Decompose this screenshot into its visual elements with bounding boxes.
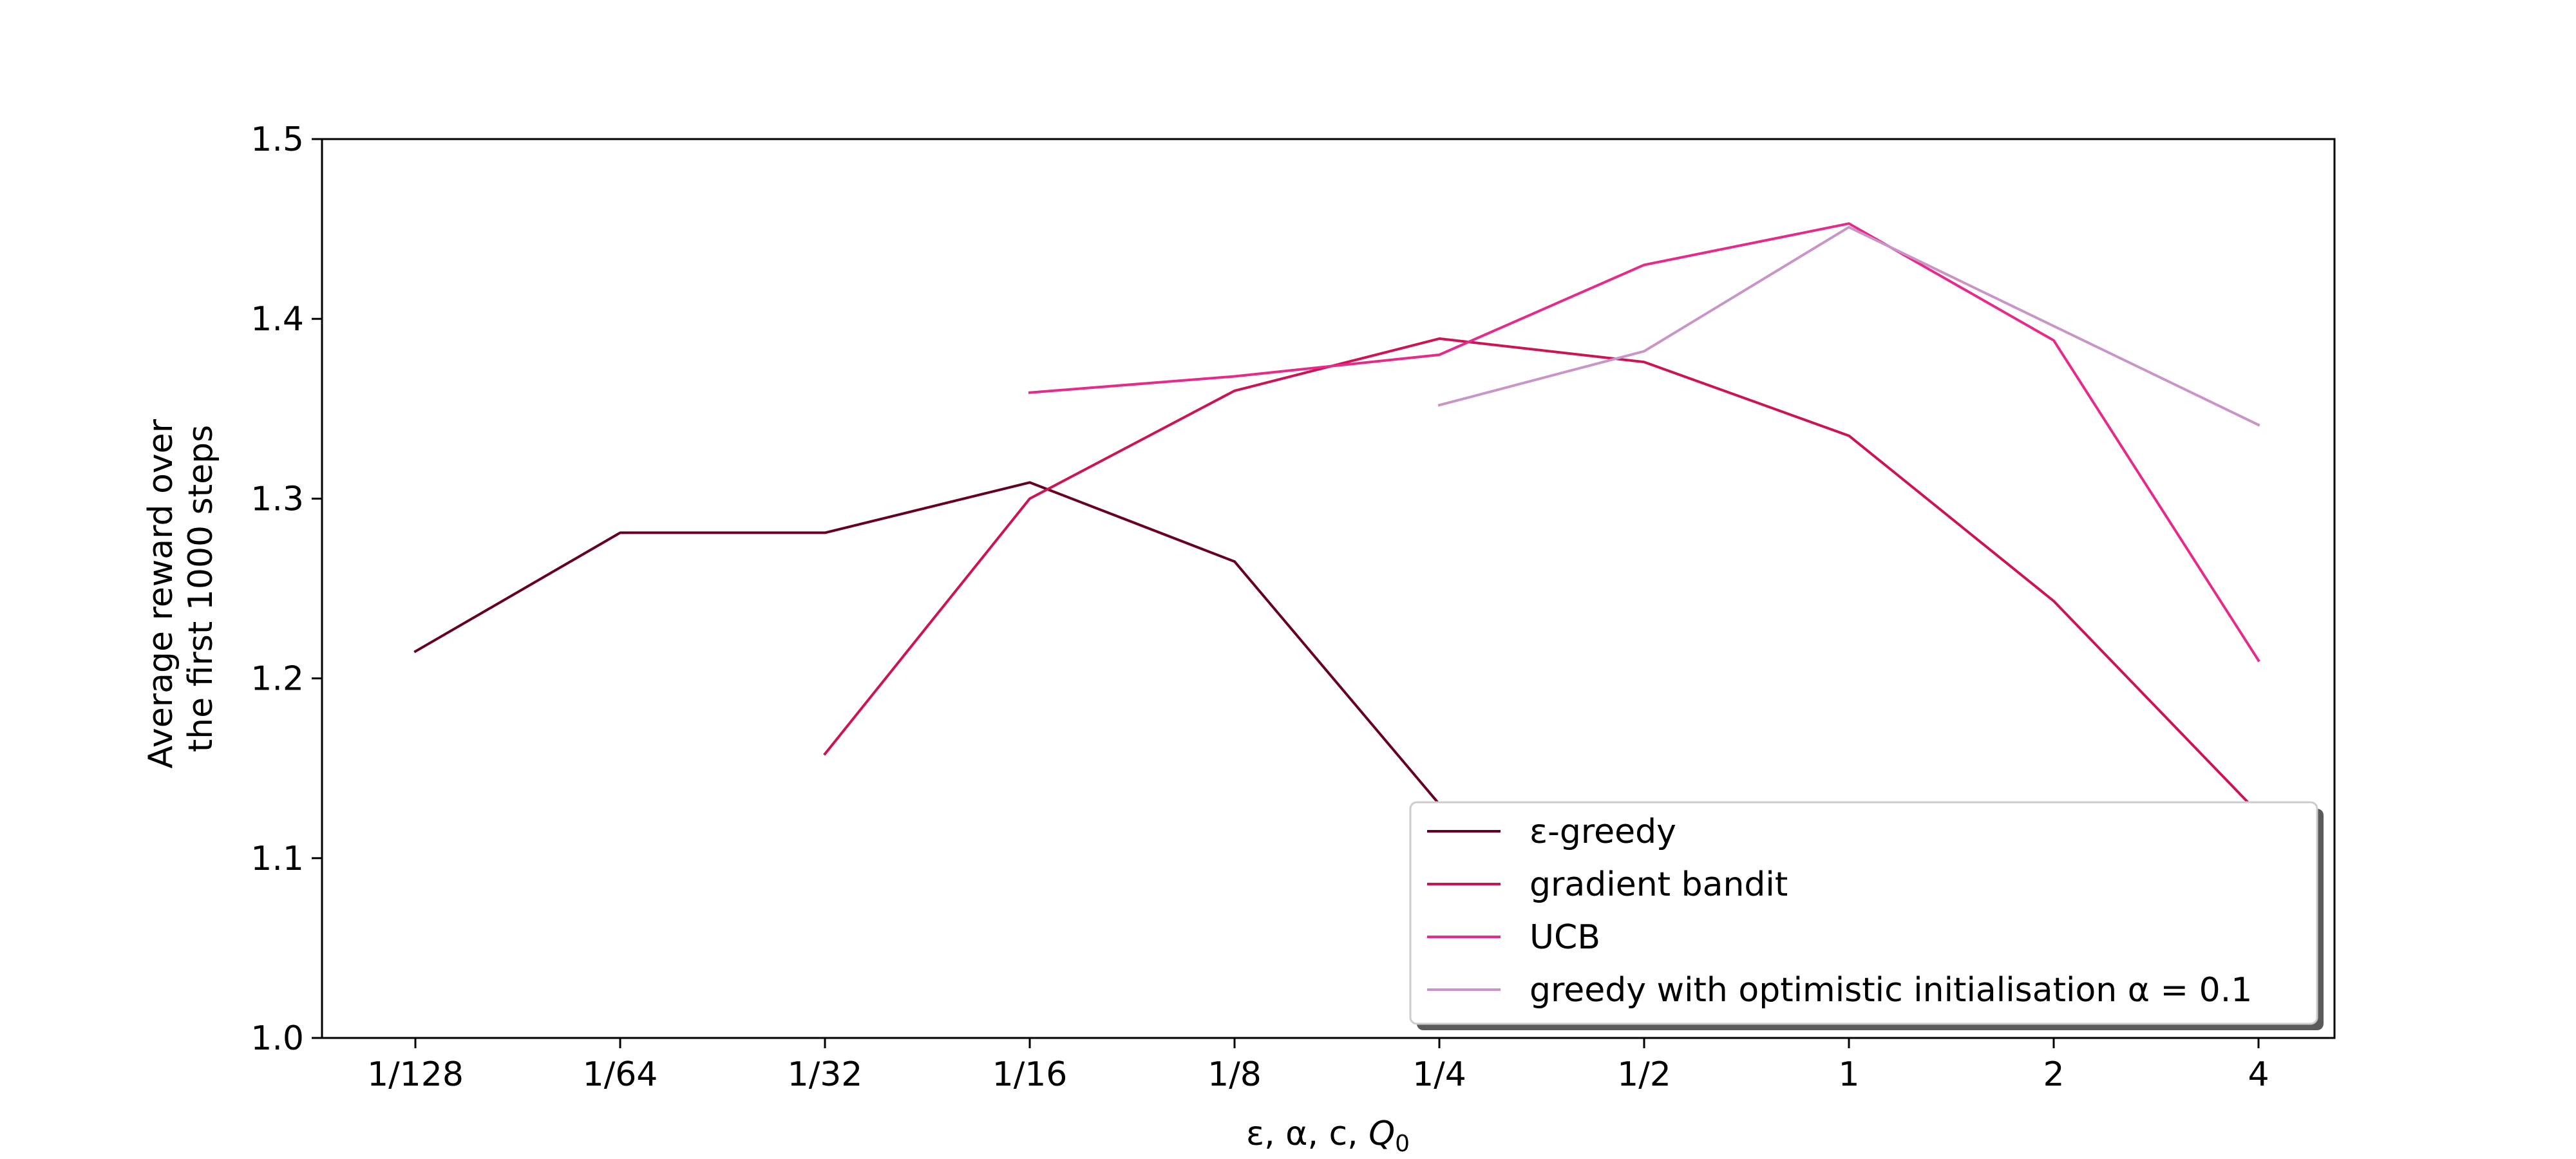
x-tick-label: 1/2 (1617, 1055, 1671, 1094)
series-line-4 (1437, 225, 2260, 427)
x-tick-label: 4 (2248, 1055, 2269, 1094)
y-axis-label-line-2: the first 1000 steps (182, 425, 220, 752)
legend-entry-label: gradient bandit (1530, 865, 1788, 904)
y-tick-label: 1.5 (251, 120, 304, 159)
y-axis-label-line-1: Average reward over (142, 419, 180, 768)
y-tick-label: 1.4 (251, 300, 304, 339)
y-tick-label: 1.1 (251, 840, 304, 878)
legend-entry-label: UCB (1530, 918, 1600, 957)
x-axis-label: ε, α, c, Q0 (1246, 1115, 1410, 1157)
x-axis-label-text: ε, α, c, (1246, 1115, 1368, 1153)
series-line-2 (823, 337, 2260, 815)
series-lines (413, 222, 2260, 815)
legend-entry-label: greedy with optimistic initialisation α … (1530, 971, 2252, 1010)
x-tick-label: 1/4 (1412, 1055, 1466, 1094)
x-tick-label: 1/32 (788, 1055, 863, 1094)
x-axis-label-subscript: 0 (1395, 1131, 1410, 1157)
y-axis-label: Average reward over the first 1000 steps (142, 408, 220, 768)
x-tick-label: 1/8 (1208, 1055, 1262, 1094)
legend-box (1409, 801, 2318, 1025)
x-tick-label: 1/64 (583, 1055, 658, 1094)
plot-frame (321, 138, 2336, 1039)
y-tick-label: 1.0 (251, 1019, 304, 1058)
x-tick-label: 1/128 (367, 1055, 464, 1094)
y-tick-label: 1.3 (251, 480, 304, 518)
y-tick-label: 1.2 (251, 660, 304, 699)
x-tick-label: 1 (1838, 1055, 1859, 1094)
x-tick-label: 1/16 (992, 1055, 1068, 1094)
series-line-3 (1028, 222, 2260, 663)
legend: ε-greedy gradient bandit UCB greedy with op… (1409, 801, 2324, 1030)
series-line-1 (413, 481, 1441, 806)
x-tick-label: 2 (2043, 1055, 2064, 1094)
x-axis-label-q: Q (1368, 1115, 1395, 1153)
legend-entry-label: ε-greedy (1530, 813, 1676, 851)
axis-ticks: 1/128 1/64 1/32 1/16 1/8 1/4 1/2 1 2 4 1.0 1.1 1.2 1.… (251, 120, 2269, 1094)
